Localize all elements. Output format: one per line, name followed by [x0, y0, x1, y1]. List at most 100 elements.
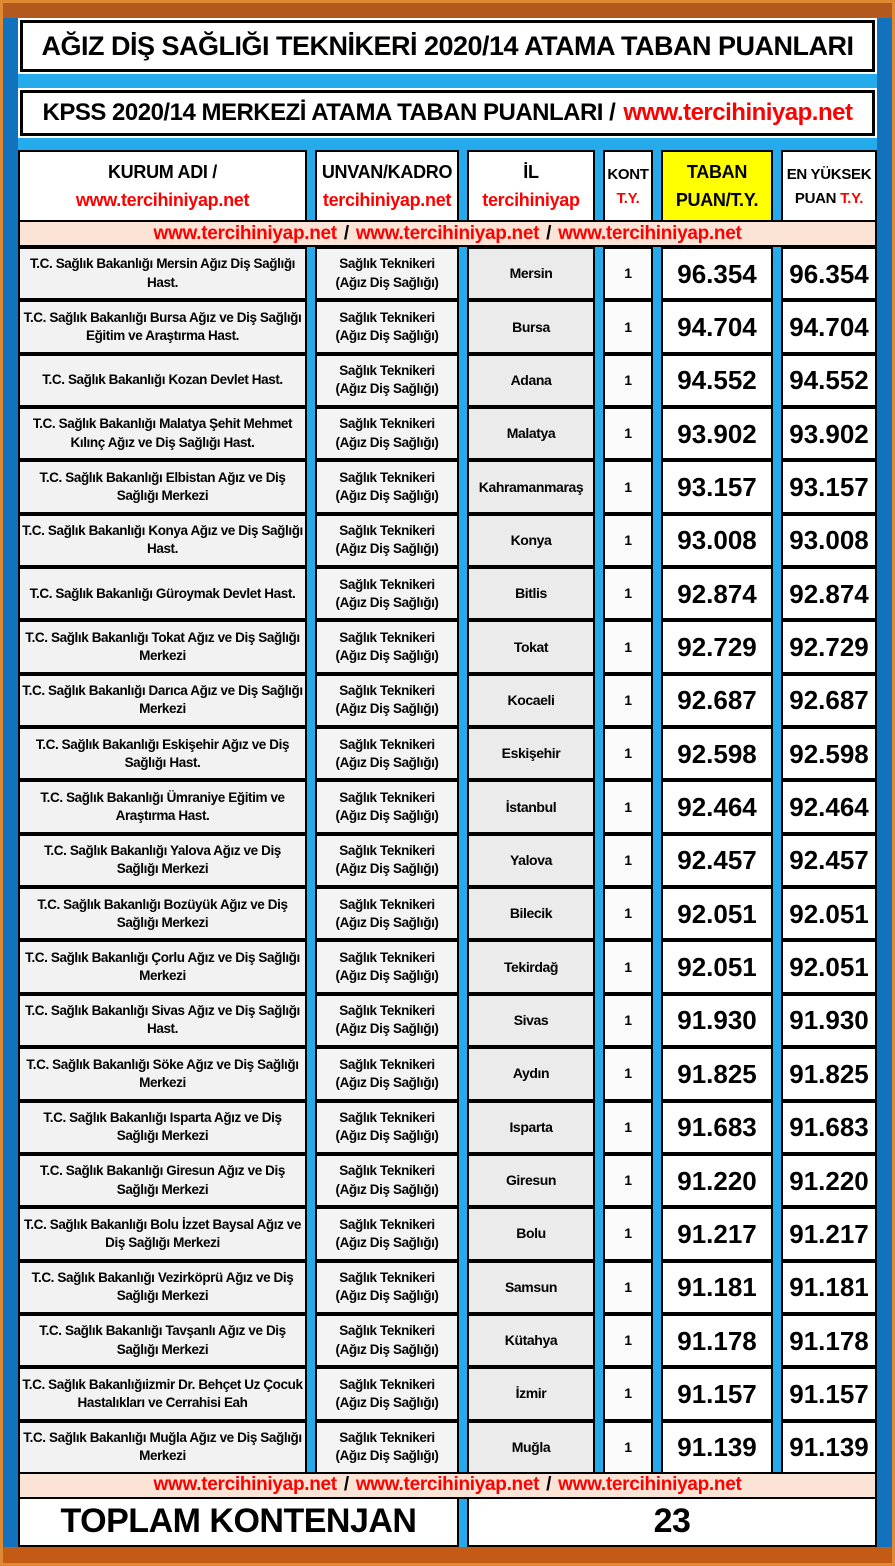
unvan-line2: (Ağız Diş Sağlığı)	[335, 381, 439, 397]
taban-puan-cell: 92.457	[661, 833, 773, 888]
en-yuksek-puan-cell: 94.552	[781, 353, 877, 408]
unvan-cell: Sağlık Teknikeri (Ağız Diş Sağlığı)	[315, 727, 459, 781]
unvan-line1: Sağlık Teknikeri	[339, 576, 435, 592]
url-link[interactable]: www.tercihiniyap.net	[153, 1474, 338, 1496]
unvan-cell: Sağlık Teknikeri (Ağız Diş Sağlığı)	[315, 300, 459, 354]
kont-cell: 1	[603, 1260, 653, 1314]
institution-cell: T.C. Sağlık Bakanlığı Söke Ağız ve Diş S…	[18, 1047, 307, 1101]
total-value-cell: 23	[467, 1496, 877, 1547]
institution-cell: T.C. Sağlık Bakanlığı Mersin Ağız Diş Sa…	[18, 247, 307, 301]
kont-cell: 1	[603, 1313, 653, 1368]
unvan-line2: (Ağız Diş Sağlığı)	[335, 434, 439, 450]
table-row: T.C. Sağlık Bakanlığı Çorlu Ağız ve Diş …	[18, 940, 877, 994]
unvan-cell: Sağlık Teknikeri (Ağız Diş Sağlığı)	[315, 1207, 459, 1261]
taban-puan-cell: 94.552	[661, 353, 773, 408]
en-yuksek-puan-cell: 92.051	[781, 887, 877, 941]
unvan-line1: Sağlık Teknikeri	[339, 1430, 435, 1446]
en-yuksek-puan-cell: 91.181	[781, 1260, 877, 1314]
unvan-cell: Sağlık Teknikeri (Ağız Diş Sağlığı)	[315, 407, 459, 461]
il-cell: Kütahya	[467, 1313, 595, 1368]
table: KURUM ADI / www.tercihiniyap.net UNVAN/K…	[18, 150, 877, 1547]
unvan-line1: Sağlık Teknikeri	[339, 896, 435, 912]
institution-cell: T.C. Sağlık Bakanlığı Bursa Ağız ve Diş …	[18, 300, 307, 354]
table-row: T.C. Sağlık Bakanlığı Sivas Ağız ve Diş …	[18, 993, 877, 1048]
kont-cell: 1	[603, 300, 653, 354]
institution-cell: T.C. Sağlık Bakanlığı Bolu İzzet Baysal …	[18, 1207, 307, 1261]
institution-cell: T.C. Sağlık Bakanlığı Çorlu Ağız ve Diş …	[18, 940, 307, 994]
url-separator: /	[546, 222, 552, 244]
url-link[interactable]: www.tercihiniyap.net	[355, 222, 540, 244]
kont-cell: 1	[603, 780, 653, 834]
url-link[interactable]: www.tercihiniyap.net	[558, 1474, 742, 1496]
url-link[interactable]: www.tercihiniyap.net	[355, 1474, 540, 1496]
kont-cell: 1	[603, 1100, 653, 1154]
taban-puan-cell: 91.157	[661, 1367, 773, 1421]
taban-puan-cell: 92.874	[661, 567, 773, 621]
unvan-line1: Sağlık Teknikeri	[339, 469, 435, 485]
unvan-cell: Sağlık Teknikeri (Ağız Diş Sağlığı)	[315, 1260, 459, 1314]
en-yuksek-puan-cell: 91.220	[781, 1153, 877, 1208]
header-kurum-link[interactable]: www.tercihiniyap.net	[75, 189, 250, 210]
unvan-line1: Sağlık Teknikeri	[339, 523, 435, 539]
kont-cell: 1	[603, 513, 653, 568]
unvan-line2: (Ağız Diş Sağlığı)	[335, 488, 439, 504]
sub-title-link[interactable]: www.tercihiniyap.net	[623, 99, 853, 126]
en-yuksek-puan-cell: 91.139	[781, 1420, 877, 1474]
institution-cell: T.C. Sağlık Bakanlığı Ümraniye Eğitim ve…	[18, 780, 307, 834]
unvan-line2: (Ağız Diş Sağlığı)	[335, 1021, 439, 1037]
header-unvan-link[interactable]: tercihiniyap.net	[322, 189, 452, 210]
en-yuksek-puan-cell: 93.008	[781, 513, 877, 568]
table-row: T.C. Sağlık Bakanlığı Ümraniye Eğitim ve…	[18, 780, 877, 834]
en-yuksek-puan-cell: 91.930	[781, 993, 877, 1048]
unvan-line1: Sağlık Teknikeri	[339, 1056, 435, 1072]
taban-puan-cell: 96.354	[661, 247, 773, 301]
institution-cell: T.C. Sağlık Bakanlığı Eskişehir Ağız ve …	[18, 727, 307, 781]
url-separator: /	[343, 222, 349, 244]
url-separator: /	[546, 1474, 552, 1496]
institution-cell: T.C. Sağlık Bakanlığı Konya Ağız ve Diş …	[18, 513, 307, 568]
table-row: T.C. Sağlık Bakanlığı Malatya Şehit Mehm…	[18, 407, 877, 461]
institution-cell: T.C. Sağlık Bakanlığıizmir Dr. Behçet Uz…	[18, 1367, 307, 1421]
institution-cell: T.C. Sağlık Bakanlığı Güroymak Devlet Ha…	[18, 567, 307, 621]
url-link[interactable]: www.tercihiniyap.net	[153, 222, 338, 244]
table-row: T.C. Sağlık Bakanlığı Eskişehir Ağız ve …	[18, 727, 877, 781]
unvan-line2: (Ağız Diş Sağlığı)	[335, 274, 439, 290]
il-cell: Malatya	[467, 407, 595, 461]
il-cell: Bolu	[467, 1207, 595, 1261]
header-taban-line1: TABAN	[686, 161, 748, 182]
il-cell: Kahramanmaraş	[467, 460, 595, 514]
table-header-row: KURUM ADI / www.tercihiniyap.net UNVAN/K…	[18, 150, 877, 222]
il-cell: Samsun	[467, 1260, 595, 1314]
url-band-top: www.tercihiniyap.net / www.tercihiniyap.…	[18, 220, 877, 247]
unvan-line1: Sağlık Teknikeri	[339, 949, 435, 965]
middle-band: AĞIZ DİŞ SAĞLIĞI TEKNİKERİ 2020/14 ATAMA…	[3, 18, 892, 1547]
taban-puan-cell: 92.464	[661, 780, 773, 834]
il-cell: Giresun	[467, 1153, 595, 1208]
unvan-line1: Sağlık Teknikeri	[339, 736, 435, 752]
taban-puan-cell: 94.704	[661, 300, 773, 354]
sub-title-text: KPSS 2020/14 MERKEZİ ATAMA TABAN PUANLAR…	[42, 99, 616, 126]
unvan-line1: Sağlık Teknikeri	[339, 1269, 435, 1285]
unvan-cell: Sağlık Teknikeri (Ağız Diş Sağlığı)	[315, 1047, 459, 1101]
unvan-line2: (Ağız Diş Sağlığı)	[335, 1288, 439, 1304]
unvan-cell: Sağlık Teknikeri (Ağız Diş Sağlığı)	[315, 1153, 459, 1208]
table-row: T.C. Sağlık Bakanlığı Tavşanlı Ağız ve D…	[18, 1313, 877, 1368]
kont-cell: 1	[603, 833, 653, 888]
url-link[interactable]: www.tercihiniyap.net	[558, 222, 742, 244]
kont-cell: 1	[603, 727, 653, 781]
table-row: T.C. Sağlık Bakanlığı Konya Ağız ve Diş …	[18, 513, 877, 568]
header-il-link[interactable]: tercihiniyap	[482, 189, 580, 210]
right-blue-bar	[877, 18, 892, 1547]
unvan-line2: (Ağız Diş Sağlığı)	[335, 1341, 439, 1357]
institution-cell: T.C. Sağlık Bakanlığı Bozüyük Ağız ve Di…	[18, 887, 307, 941]
unvan-line2: (Ağız Diş Sağlığı)	[335, 541, 439, 557]
unvan-line2: (Ağız Diş Sağlığı)	[335, 1448, 439, 1464]
institution-cell: T.C. Sağlık Bakanlığı Isparta Ağız ve Di…	[18, 1100, 307, 1154]
unvan-cell: Sağlık Teknikeri (Ağız Diş Sağlığı)	[315, 620, 459, 674]
institution-cell: T.C. Sağlık Bakanlığı Vezirköprü Ağız ve…	[18, 1260, 307, 1314]
taban-puan-cell: 91.220	[661, 1153, 773, 1208]
unvan-cell: Sağlık Teknikeri (Ağız Diş Sağlığı)	[315, 567, 459, 621]
table-row: T.C. Sağlık Bakanlığı Bursa Ağız ve Diş …	[18, 300, 877, 354]
kont-cell: 1	[603, 247, 653, 301]
unvan-line2: (Ağız Diş Sağlığı)	[335, 914, 439, 930]
